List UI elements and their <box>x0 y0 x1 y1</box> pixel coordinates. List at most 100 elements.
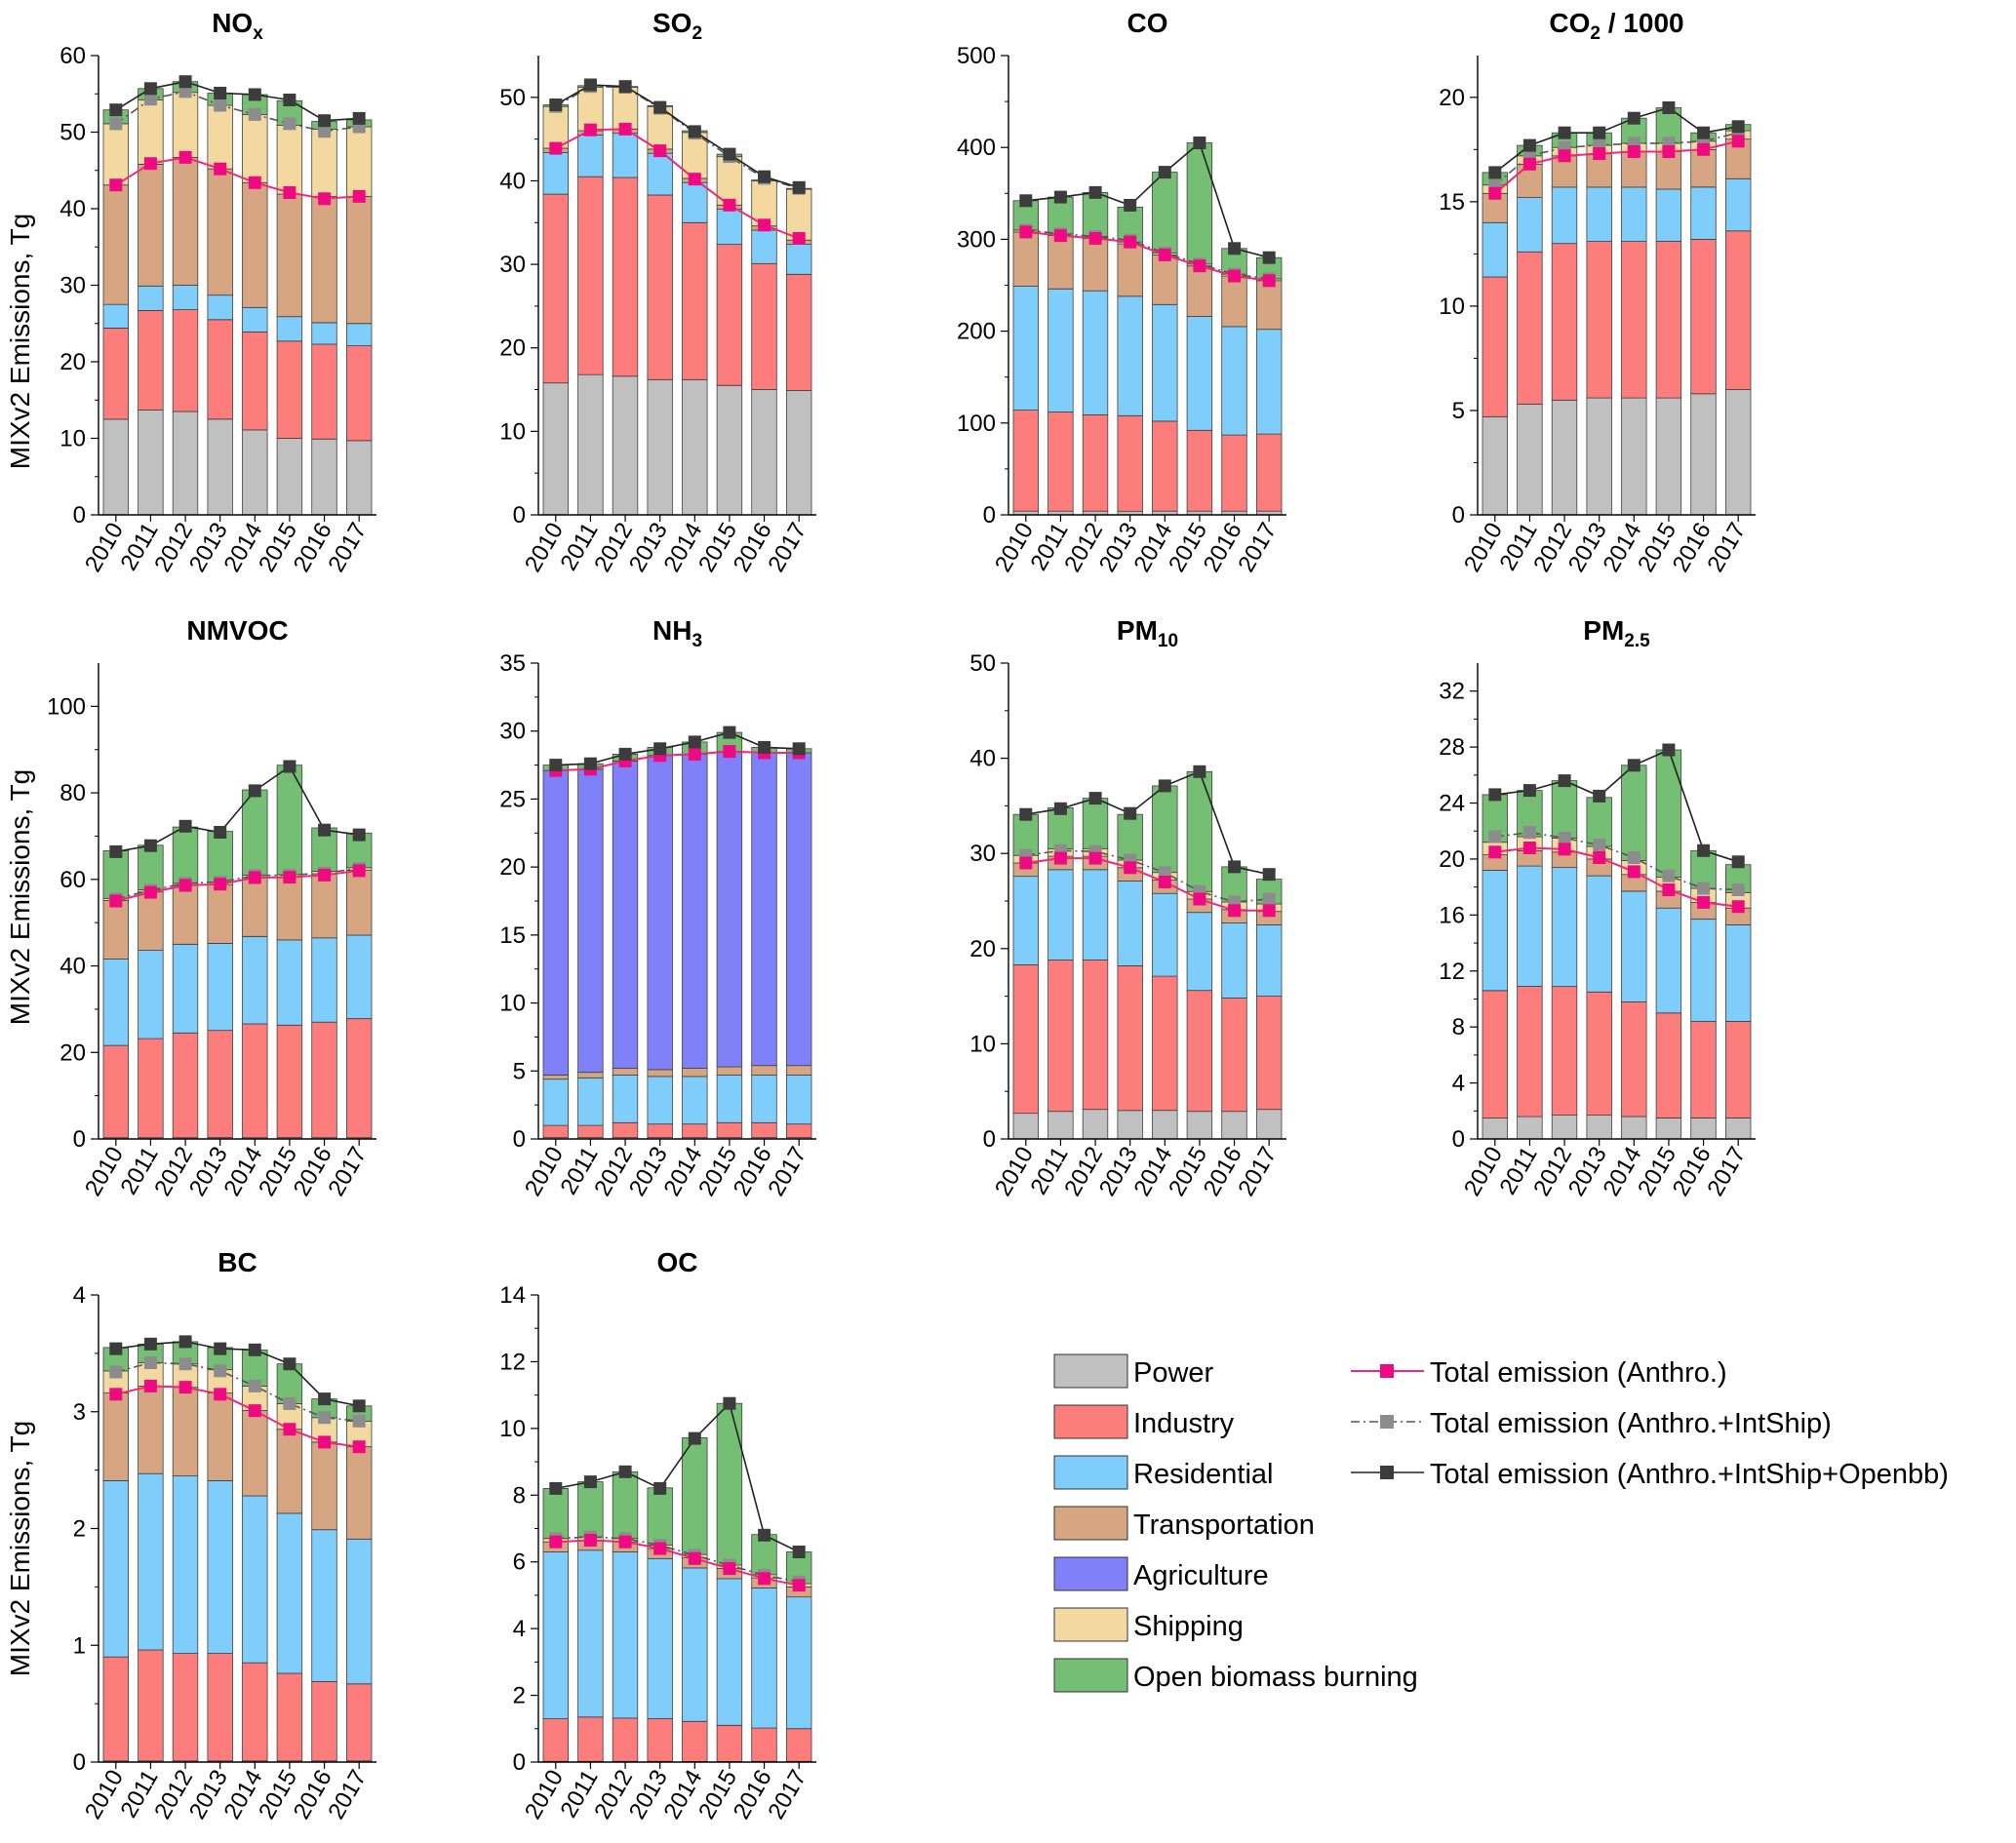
bar-industry-2014 <box>682 1720 708 1762</box>
y-tick-label: 100 <box>957 411 996 437</box>
bar-industry-2012 <box>172 1032 199 1139</box>
marker-total-openbb-2016 <box>318 1392 332 1406</box>
marker-total-openbb-2017 <box>792 180 806 194</box>
marker-total-anthro-2014 <box>688 173 701 186</box>
y-tick-label: 30 <box>499 719 526 745</box>
y-tick-label: 10 <box>499 1416 526 1442</box>
bar-power-2010 <box>1482 1118 1509 1140</box>
marker-total-openbb-2010 <box>109 1342 123 1355</box>
y-tick-label: 20 <box>1439 846 1465 873</box>
bar-open-biomass-burning-2012 <box>1082 191 1109 237</box>
bar-industry-2011 <box>577 1716 604 1762</box>
y-tick-label: 4 <box>73 1282 86 1309</box>
y-tick-label: 10 <box>969 1031 996 1057</box>
legend-item-agriculture: Agriculture <box>1053 1556 1269 1591</box>
marker-total-anthro-2011 <box>1522 842 1536 854</box>
bar-shipping-2014 <box>682 132 708 179</box>
bar-industry-2012 <box>1551 243 1578 401</box>
bar-residential-2016 <box>311 1529 337 1682</box>
marker-total-intship-2013 <box>214 1364 227 1378</box>
bar-residential-2015 <box>1655 907 1682 1014</box>
bar-shipping-2017 <box>786 188 812 241</box>
bar-residential-2012 <box>612 133 639 178</box>
bar-residential-2015 <box>276 1512 303 1674</box>
marker-total-anthro-2016 <box>1228 904 1242 918</box>
bar-industry-2013 <box>1586 241 1612 399</box>
marker-total-anthro-2014 <box>688 1551 701 1565</box>
bar-residential-2013 <box>207 294 233 321</box>
y-tick-label: 10 <box>1439 294 1465 320</box>
marker-total-openbb-2010 <box>109 844 123 858</box>
bar-industry-2011 <box>1048 960 1074 1113</box>
bar-residential-2016 <box>1221 326 1247 436</box>
marker-total-openbb-2016 <box>318 823 332 837</box>
marker-total-anthro-2015 <box>723 745 736 759</box>
bar-agriculture-2010 <box>542 769 570 1076</box>
bar-residential-2011 <box>1517 865 1543 987</box>
marker-total-anthro-2017 <box>352 1440 366 1454</box>
bar-industry-2016 <box>311 1681 337 1762</box>
x-tick-label: 2017 <box>323 1143 372 1201</box>
marker-total-anthro-2016 <box>318 868 332 882</box>
marker-total-openbb-2010 <box>1488 166 1502 179</box>
bar-open-biomass-burning-2014 <box>1621 765 1647 861</box>
legend-label-total-anthro: Total emission (Anthro.) <box>1430 1357 1727 1389</box>
bar-open-biomass-burning-2012 <box>612 1470 639 1540</box>
marker-total-openbb-2012 <box>1558 126 1571 139</box>
bar-open-biomass-burning-2013 <box>1586 797 1612 847</box>
panel-title-subscript: 3 <box>692 631 702 651</box>
bar-shipping-2016 <box>311 128 337 197</box>
marker-total-anthro-2017 <box>352 189 366 203</box>
marker-total-anthro-2015 <box>723 198 736 212</box>
bar-transportation-2011 <box>138 891 164 952</box>
bar-industry-2010 <box>102 1656 130 1762</box>
bar-shipping-2010 <box>102 123 130 186</box>
bar-industry-2012 <box>1551 986 1578 1116</box>
panel-title-main: NH <box>652 615 692 646</box>
bar-industry-2010 <box>102 1044 130 1139</box>
marker-total-openbb-2010 <box>1019 194 1033 208</box>
marker-total-openbb-2013 <box>653 1481 667 1495</box>
marker-total-openbb-2016 <box>1228 242 1242 255</box>
bar-industry-2015 <box>276 340 303 439</box>
marker-total-openbb-2011 <box>583 757 597 770</box>
marker-total-anthro-2015 <box>1193 892 1206 906</box>
bar-residential-2012 <box>612 1551 639 1719</box>
bar-power-2014 <box>1621 1116 1647 1140</box>
bar-industry-2014 <box>1621 1000 1647 1118</box>
bar-residential-2014 <box>242 936 268 1025</box>
bar-residential-2017 <box>786 1596 812 1730</box>
marker-total-anthro-2013 <box>1593 147 1606 161</box>
bar-transportation-2017 <box>345 870 373 936</box>
bar-transportation-2015 <box>276 877 303 941</box>
panel-bc: BC0123420102011201220132014201520162017M… <box>5 1247 376 1823</box>
marker-total-openbb-2012 <box>1088 185 1102 199</box>
y-tick-label: 20 <box>969 936 996 962</box>
marker-total-anthro-2012 <box>178 150 192 164</box>
panel-nmvoc: NMVOC02040608010020102011201220132014201… <box>5 615 376 1200</box>
bar-transportation-2017 <box>345 195 373 325</box>
bar-residential-2014 <box>1621 890 1647 1002</box>
panel-title-main: BC <box>217 1247 257 1277</box>
bar-residential-2012 <box>612 1075 639 1123</box>
marker-total-anthro-2013 <box>214 878 227 891</box>
y-tick-label: 50 <box>499 85 526 111</box>
bar-shipping-2012 <box>612 87 639 130</box>
bar-residential-2014 <box>1621 186 1647 242</box>
marker-total-intship-2011 <box>1522 826 1536 840</box>
marker-total-intship-2013 <box>1593 839 1606 852</box>
bar-residential-2017 <box>345 323 373 346</box>
bar-residential-2015 <box>276 939 303 1026</box>
series-line-total-intship <box>555 85 800 189</box>
marker-total-openbb-2014 <box>248 784 261 798</box>
marker-total-anthro-2016 <box>758 218 771 232</box>
panel-nh3: NH30510152025303520102011201220132014201… <box>499 615 816 1200</box>
bar-residential-2015 <box>1186 912 1213 992</box>
bar-transportation-2016 <box>311 195 337 324</box>
marker-total-openbb-2011 <box>1522 138 1536 152</box>
y-tick-label: 20 <box>59 1039 86 1066</box>
bar-residential-2014 <box>682 181 708 223</box>
bar-transportation-2012 <box>1082 238 1109 292</box>
bar-power-2015 <box>1186 1111 1213 1140</box>
legend-item-total-openbb: Total emission (Anthro.+IntShip+Openbb) <box>1351 1459 1949 1490</box>
